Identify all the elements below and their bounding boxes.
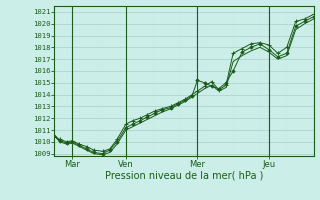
X-axis label: Pression niveau de la mer( hPa ): Pression niveau de la mer( hPa ) <box>105 171 263 181</box>
